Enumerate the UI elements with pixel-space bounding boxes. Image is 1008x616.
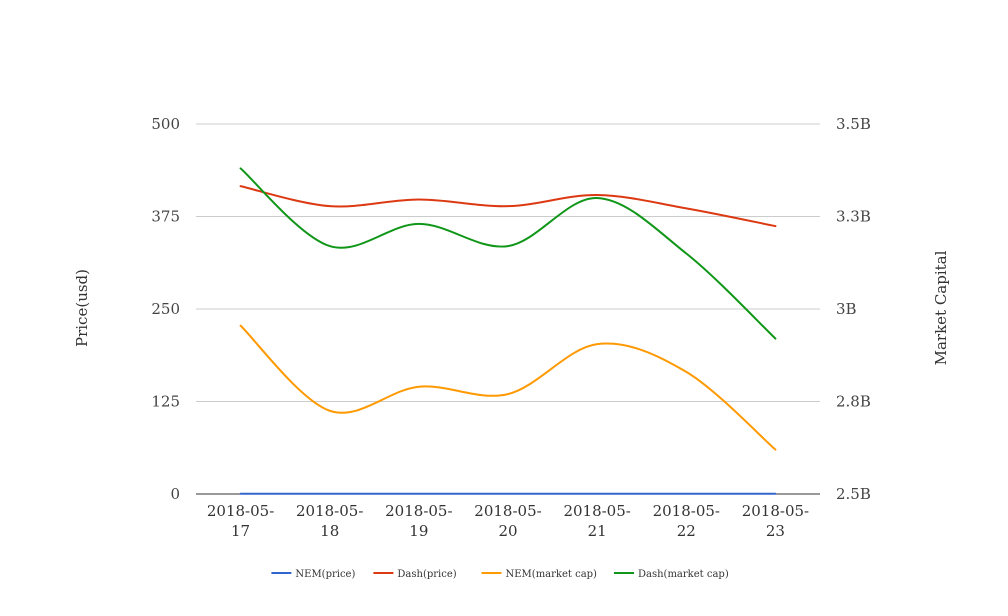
right-tick-label: 3.3B [836,208,871,226]
x-tick-label: 2018-05- [385,502,452,520]
series-line-dash-price [239,185,777,228]
x-tick-label: 22 [677,522,696,540]
legend-label: Dash(price) [397,569,456,580]
x-tick-label: 17 [231,522,250,540]
x-tick-label: 2018-05- [474,502,541,520]
left-tick-label: 500 [151,115,180,133]
left-tick-label: 0 [170,485,180,503]
series-line-dash-market-cap [239,167,777,340]
right-axis-ticks: 2.5B 2.8B 3B 3.3B 3.5B [836,115,871,503]
x-tick-label: 2018-05- [207,502,274,520]
right-tick-label: 2.5B [836,485,871,503]
x-tick-label: 2018-05- [742,502,809,520]
x-tick-label: 23 [766,522,785,540]
legend-item-nem-price[interactable]: NEM(price) [271,569,355,580]
left-axis-title: Price(usd) [73,269,91,347]
legend-item-dash-market-cap[interactable]: Dash(market cap) [614,569,729,580]
legend-label: NEM(market cap) [506,569,598,580]
left-tick-label: 375 [151,208,180,226]
x-tick-label: 2018-05- [653,502,720,520]
legend: NEM(price) Dash(price) NEM(market cap) Dash… [271,569,729,580]
x-tick-label: 2018-05- [296,502,363,520]
x-tick-label: 20 [498,522,517,540]
right-axis-title: Market Capital [932,250,950,365]
legend-item-nem-market-cap[interactable]: NEM(market cap) [481,569,598,580]
right-tick-label: 2.8B [836,393,871,411]
left-axis-ticks: 0 125 250 375 500 [151,115,180,503]
x-tick-label: 19 [409,522,428,540]
left-tick-label: 125 [151,393,180,411]
x-tick-label: 21 [588,522,607,540]
series-line-nem-market-cap [239,324,777,451]
legend-item-dash-price[interactable]: Dash(price) [373,569,457,580]
right-tick-label: 3.5B [836,115,871,133]
series-group [239,167,777,495]
x-tick-label: 18 [320,522,339,540]
right-tick-label: 3B [836,300,857,318]
x-axis-ticks: 2018-05- 17 2018-05- 18 2018-05- 19 2018-05- 20… [207,502,809,540]
left-tick-label: 250 [151,300,180,318]
legend-label: NEM(price) [295,569,355,580]
legend-label: Dash(market cap) [638,569,729,580]
x-tick-label: 2018-05- [563,502,630,520]
